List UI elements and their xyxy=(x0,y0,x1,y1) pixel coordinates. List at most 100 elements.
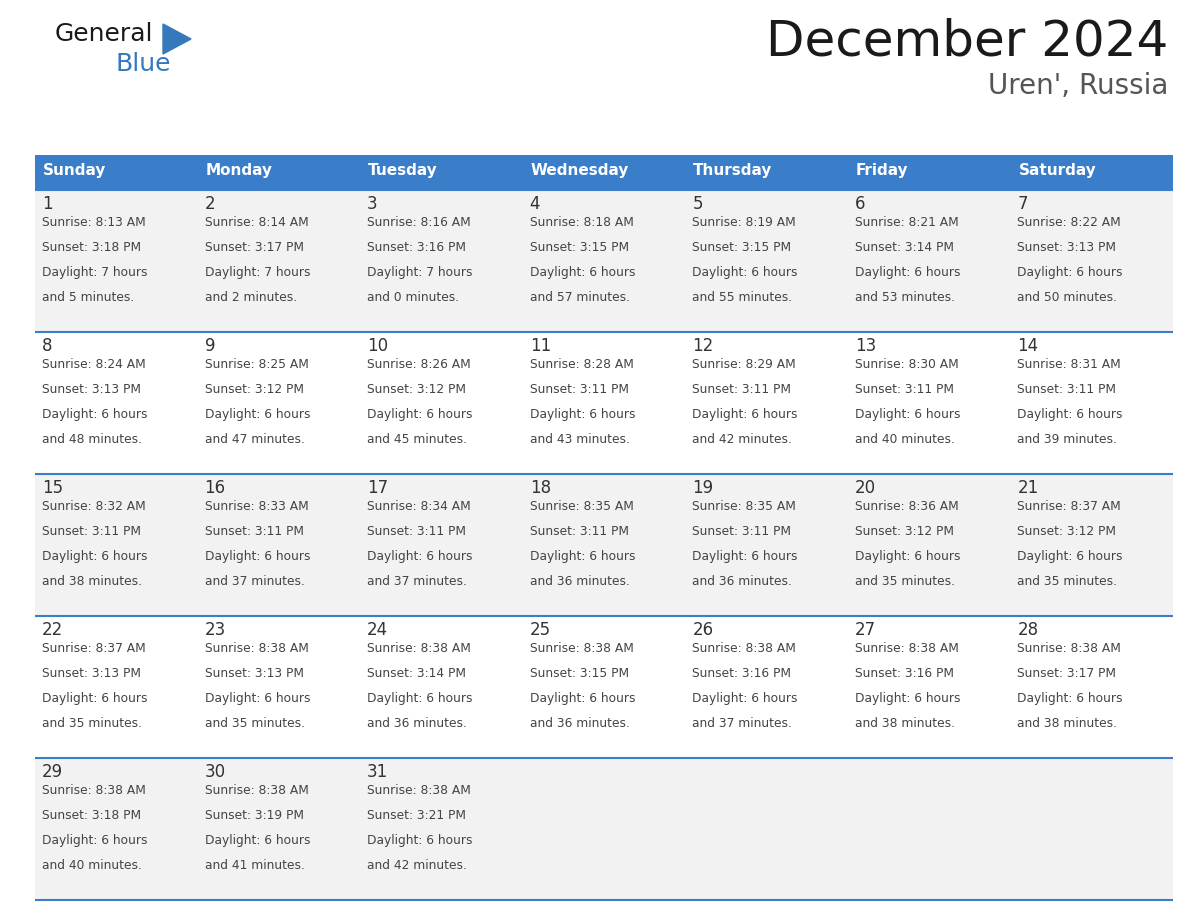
Text: 9: 9 xyxy=(204,337,215,355)
Text: 12: 12 xyxy=(693,337,714,355)
Bar xyxy=(1011,155,1173,190)
Text: Sunset: 3:11 PM: Sunset: 3:11 PM xyxy=(367,525,466,538)
Text: Daylight: 7 hours: Daylight: 7 hours xyxy=(204,265,310,279)
Text: Daylight: 6 hours: Daylight: 6 hours xyxy=(204,408,310,420)
Bar xyxy=(34,616,1173,758)
Text: Daylight: 6 hours: Daylight: 6 hours xyxy=(42,408,147,420)
Text: Sunrise: 8:29 AM: Sunrise: 8:29 AM xyxy=(693,358,796,371)
Polygon shape xyxy=(163,24,191,54)
Text: and 42 minutes.: and 42 minutes. xyxy=(367,858,467,871)
Text: Sunset: 3:15 PM: Sunset: 3:15 PM xyxy=(530,241,628,254)
Text: Sunset: 3:14 PM: Sunset: 3:14 PM xyxy=(855,241,954,254)
Bar xyxy=(523,155,685,190)
Text: Sunset: 3:11 PM: Sunset: 3:11 PM xyxy=(693,383,791,396)
Text: Daylight: 6 hours: Daylight: 6 hours xyxy=(855,550,960,563)
Text: Sunset: 3:18 PM: Sunset: 3:18 PM xyxy=(42,241,141,254)
Bar xyxy=(685,155,848,190)
Text: and 40 minutes.: and 40 minutes. xyxy=(855,432,955,445)
Text: 31: 31 xyxy=(367,763,388,781)
Text: Sunset: 3:16 PM: Sunset: 3:16 PM xyxy=(367,241,466,254)
Text: Sunset: 3:15 PM: Sunset: 3:15 PM xyxy=(693,241,791,254)
Text: 30: 30 xyxy=(204,763,226,781)
Text: Sunrise: 8:38 AM: Sunrise: 8:38 AM xyxy=(204,784,309,797)
Text: 7: 7 xyxy=(1017,195,1028,213)
Text: Sunset: 3:19 PM: Sunset: 3:19 PM xyxy=(204,809,304,822)
Text: Sunrise: 8:38 AM: Sunrise: 8:38 AM xyxy=(693,642,796,655)
Text: 11: 11 xyxy=(530,337,551,355)
Text: Daylight: 6 hours: Daylight: 6 hours xyxy=(42,691,147,705)
Text: Sunrise: 8:37 AM: Sunrise: 8:37 AM xyxy=(42,642,146,655)
Text: Saturday: Saturday xyxy=(1018,163,1097,178)
Text: Sunset: 3:12 PM: Sunset: 3:12 PM xyxy=(367,383,466,396)
Text: 27: 27 xyxy=(855,621,876,639)
Text: Sunset: 3:11 PM: Sunset: 3:11 PM xyxy=(693,525,791,538)
Text: Sunrise: 8:19 AM: Sunrise: 8:19 AM xyxy=(693,216,796,229)
Text: and 43 minutes.: and 43 minutes. xyxy=(530,432,630,445)
Text: Blue: Blue xyxy=(115,52,171,76)
Text: Daylight: 6 hours: Daylight: 6 hours xyxy=(530,691,636,705)
Text: Daylight: 6 hours: Daylight: 6 hours xyxy=(42,550,147,563)
Text: Sunset: 3:11 PM: Sunset: 3:11 PM xyxy=(1017,383,1117,396)
Text: Sunrise: 8:32 AM: Sunrise: 8:32 AM xyxy=(42,500,146,513)
Text: Daylight: 6 hours: Daylight: 6 hours xyxy=(204,550,310,563)
Text: and 38 minutes.: and 38 minutes. xyxy=(42,575,143,588)
Text: Sunset: 3:11 PM: Sunset: 3:11 PM xyxy=(855,383,954,396)
Text: Daylight: 6 hours: Daylight: 6 hours xyxy=(693,408,798,420)
Text: Daylight: 6 hours: Daylight: 6 hours xyxy=(42,834,147,846)
Text: Sunset: 3:21 PM: Sunset: 3:21 PM xyxy=(367,809,466,822)
Text: Sunrise: 8:35 AM: Sunrise: 8:35 AM xyxy=(693,500,796,513)
Bar xyxy=(34,474,1173,616)
Text: Sunrise: 8:36 AM: Sunrise: 8:36 AM xyxy=(855,500,959,513)
Text: Sunrise: 8:38 AM: Sunrise: 8:38 AM xyxy=(855,642,959,655)
Text: Sunset: 3:12 PM: Sunset: 3:12 PM xyxy=(204,383,304,396)
Text: Sunrise: 8:38 AM: Sunrise: 8:38 AM xyxy=(530,642,633,655)
Text: 8: 8 xyxy=(42,337,52,355)
Text: Daylight: 6 hours: Daylight: 6 hours xyxy=(204,691,310,705)
Text: Sunrise: 8:38 AM: Sunrise: 8:38 AM xyxy=(367,784,470,797)
Text: Sunset: 3:16 PM: Sunset: 3:16 PM xyxy=(693,666,791,680)
Text: 22: 22 xyxy=(42,621,63,639)
Text: Sunset: 3:14 PM: Sunset: 3:14 PM xyxy=(367,666,466,680)
Text: 18: 18 xyxy=(530,479,551,497)
Text: 21: 21 xyxy=(1017,479,1038,497)
Text: 19: 19 xyxy=(693,479,714,497)
Text: Sunrise: 8:25 AM: Sunrise: 8:25 AM xyxy=(204,358,309,371)
Text: and 35 minutes.: and 35 minutes. xyxy=(42,717,143,730)
Text: 23: 23 xyxy=(204,621,226,639)
Text: and 41 minutes.: and 41 minutes. xyxy=(204,858,304,871)
Text: Monday: Monday xyxy=(206,163,272,178)
Text: and 36 minutes.: and 36 minutes. xyxy=(367,717,467,730)
Text: and 38 minutes.: and 38 minutes. xyxy=(1017,717,1118,730)
Text: General: General xyxy=(55,22,153,46)
Text: and 37 minutes.: and 37 minutes. xyxy=(367,575,467,588)
Text: and 38 minutes.: and 38 minutes. xyxy=(855,717,955,730)
Text: and 5 minutes.: and 5 minutes. xyxy=(42,291,134,304)
Text: Daylight: 7 hours: Daylight: 7 hours xyxy=(42,265,147,279)
Text: Sunday: Sunday xyxy=(43,163,107,178)
Text: Sunset: 3:12 PM: Sunset: 3:12 PM xyxy=(855,525,954,538)
Text: Wednesday: Wednesday xyxy=(531,163,630,178)
Text: 17: 17 xyxy=(367,479,388,497)
Text: and 42 minutes.: and 42 minutes. xyxy=(693,432,792,445)
Text: 20: 20 xyxy=(855,479,876,497)
Text: 24: 24 xyxy=(367,621,388,639)
Text: and 36 minutes.: and 36 minutes. xyxy=(530,575,630,588)
Text: Daylight: 7 hours: Daylight: 7 hours xyxy=(367,265,473,279)
Text: and 0 minutes.: and 0 minutes. xyxy=(367,291,460,304)
Text: and 2 minutes.: and 2 minutes. xyxy=(204,291,297,304)
Text: Sunrise: 8:35 AM: Sunrise: 8:35 AM xyxy=(530,500,633,513)
Text: Sunset: 3:16 PM: Sunset: 3:16 PM xyxy=(855,666,954,680)
Text: Daylight: 6 hours: Daylight: 6 hours xyxy=(855,691,960,705)
Text: and 48 minutes.: and 48 minutes. xyxy=(42,432,143,445)
Text: 4: 4 xyxy=(530,195,541,213)
Text: Daylight: 6 hours: Daylight: 6 hours xyxy=(204,834,310,846)
Text: Sunset: 3:17 PM: Sunset: 3:17 PM xyxy=(1017,666,1117,680)
Text: Sunset: 3:11 PM: Sunset: 3:11 PM xyxy=(530,383,628,396)
Text: 6: 6 xyxy=(855,195,865,213)
Text: and 53 minutes.: and 53 minutes. xyxy=(855,291,955,304)
Text: Daylight: 6 hours: Daylight: 6 hours xyxy=(530,265,636,279)
Text: and 55 minutes.: and 55 minutes. xyxy=(693,291,792,304)
Text: 15: 15 xyxy=(42,479,63,497)
Text: and 39 minutes.: and 39 minutes. xyxy=(1017,432,1117,445)
Text: and 40 minutes.: and 40 minutes. xyxy=(42,858,141,871)
